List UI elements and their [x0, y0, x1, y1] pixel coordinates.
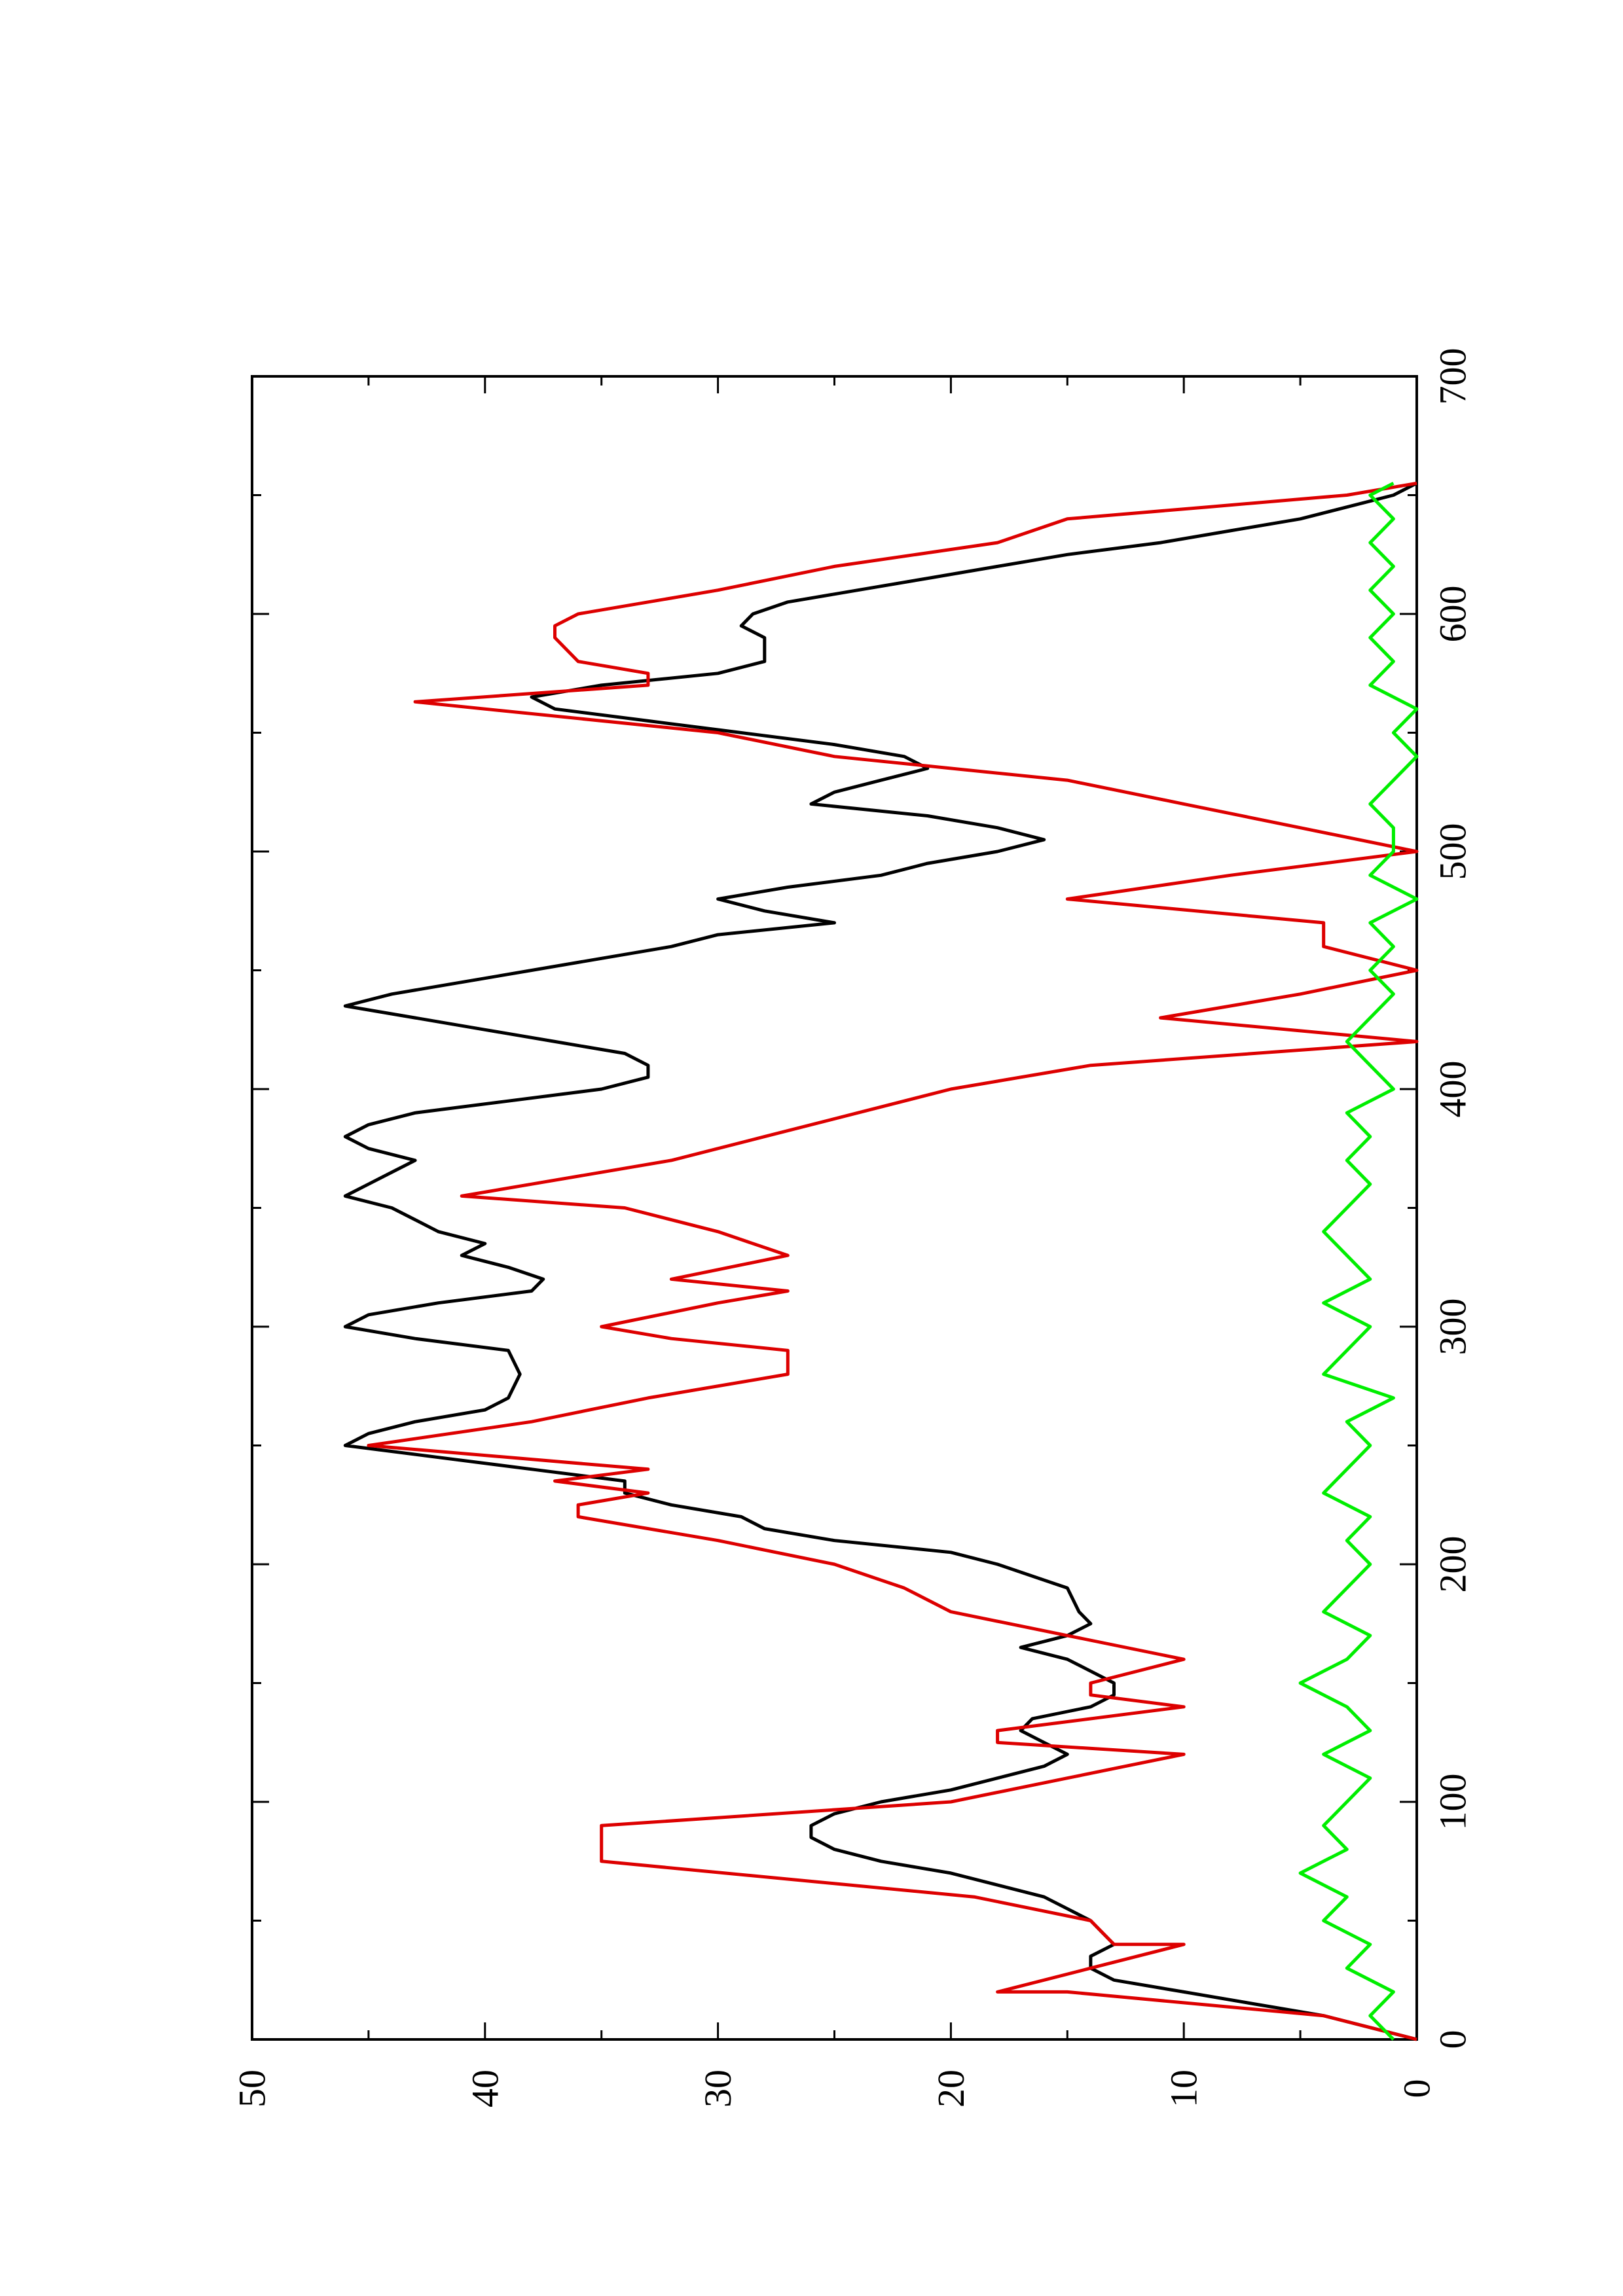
axis-tick-labels: 0 100 200 300 400 500 600 700 0 10 20 30 40 50	[231, 348, 1474, 2108]
y-tick-label: 20	[930, 2070, 972, 2108]
x-tick-label: 0	[1432, 2030, 1474, 2049]
y-tick-label: 40	[464, 2070, 506, 2108]
x-tick-label: 500	[1432, 823, 1474, 880]
series-layer	[343, 481, 1419, 2041]
x-tick-label: 300	[1432, 1299, 1474, 1355]
x-tick-label: 600	[1432, 586, 1474, 643]
axis-ticks	[251, 375, 1418, 2041]
series-line-1	[343, 482, 1418, 2041]
plot-frame	[251, 375, 1418, 2041]
y-tick-label: 50	[231, 2070, 274, 2108]
x-tick-label: 100	[1432, 1774, 1474, 1831]
y-tick-label: 30	[697, 2070, 739, 2108]
series-line-2	[367, 481, 1419, 2041]
y-tick-label: 10	[1163, 2070, 1205, 2108]
x-tick-label: 200	[1432, 1536, 1474, 1593]
y-tick-label: 0	[1396, 2079, 1438, 2098]
x-tick-label: 400	[1432, 1061, 1474, 1118]
series-line-3	[1298, 482, 1419, 2041]
x-tick-label: 700	[1432, 348, 1474, 405]
